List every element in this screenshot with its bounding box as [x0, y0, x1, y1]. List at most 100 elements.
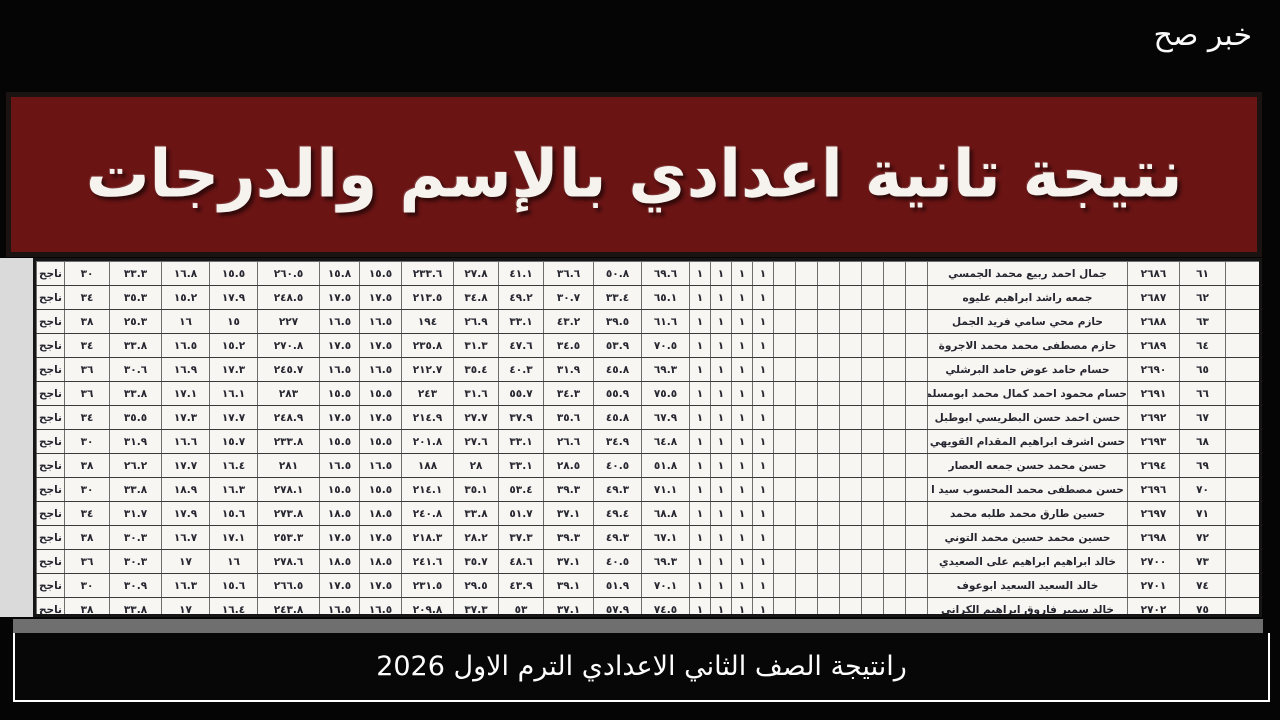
score-cell: ١٧.٥ [359, 573, 402, 598]
blank-cell [773, 333, 796, 358]
blank-cell [861, 525, 884, 550]
flag-cell: ١ [731, 309, 753, 334]
table-row: ناجح ٣٠ ٣٠.٩ ١٦.٣ ١٥.٦ ٢٦٦.٥ ١٧.٥ ١٧.٥ ٢٣١.٥ ٢٩.٥… [36, 573, 1259, 598]
score-cell: ٤٩.٣ [593, 525, 642, 550]
watermark-text: خبر صح [1153, 18, 1252, 53]
flag-cell: ١ [752, 549, 774, 574]
score-cell: ١٦.٣ [209, 477, 258, 502]
score-cell: ٣٠ [64, 429, 110, 454]
score-cell: ٣٣.٣ [109, 261, 162, 286]
blank-cell [905, 525, 928, 550]
blank-cell [817, 333, 840, 358]
score-cell: ٣١.٦ [453, 381, 499, 406]
score-cell: ٣٦ [64, 549, 110, 574]
stamp-cell: ناجح [36, 381, 65, 406]
score-cell: ٣٧.١ [543, 549, 594, 574]
seat-cell: ٢٧٠١ [1127, 573, 1180, 598]
score-cell: ٢١٣.٥ [401, 285, 454, 310]
blank-cell [795, 309, 818, 334]
score-cell: ٣٠.٣ [109, 525, 162, 550]
score-cell: ٦٩.٦ [641, 261, 690, 286]
score-cell: ١٧.٣ [209, 357, 258, 382]
score-cell: ٧٤.٥ [641, 597, 690, 614]
score-cell: ١٦.٤ [209, 597, 258, 614]
serial-cell: ٧٥ [1179, 597, 1226, 614]
serial-cell: ٦٤ [1179, 333, 1226, 358]
score-cell: ١٧.٥ [319, 525, 360, 550]
flag-cell: ١ [710, 405, 732, 430]
blank-cell [795, 453, 818, 478]
blank-cell [1225, 261, 1259, 286]
blank-cell [773, 501, 796, 526]
score-cell: ٢٦.٩ [453, 309, 499, 334]
blank-cell [773, 477, 796, 502]
score-cell: ٣٥.١ [453, 477, 499, 502]
score-cell: ٢١٤.١ [401, 477, 454, 502]
score-cell: ٣٦ [64, 357, 110, 382]
table-row: ناجح ٣٤ ٣٥.٣ ١٥.٢ ١٧.٩ ٢٤٨.٥ ١٧.٥ ١٧.٥ ٢١٣.٥ ٣٤.٨… [36, 285, 1259, 310]
name-cell: خالد سمير فاروق ابراهيم الكراني [927, 597, 1128, 614]
score-cell: ٤٩.٤ [593, 501, 642, 526]
flag-cell: ١ [689, 357, 711, 382]
score-cell: ١٧.٩ [209, 285, 258, 310]
score-cell: ١٦.٥ [319, 597, 360, 614]
blank-cell [883, 549, 906, 574]
blank-cell [839, 405, 862, 430]
blank-cell [1225, 405, 1259, 430]
flag-cell: ١ [689, 405, 711, 430]
serial-cell: ٦٩ [1179, 453, 1226, 478]
blank-cell [1225, 525, 1259, 550]
score-cell: ٣٠.٩ [109, 573, 162, 598]
score-cell: ٣٣.٨ [109, 333, 162, 358]
score-cell: ٢٣٣.٦ [401, 261, 454, 286]
table-row: ناجح ٣٨ ٢٦.٢ ١٧.٧ ١٦.٤ ٢٨١ ١٦.٥ ١٦.٥ ١٨٨ ٢٨ ٣٣.١ ٢٨… [36, 453, 1259, 478]
score-cell: ١٦.٥ [359, 357, 402, 382]
blank-cell [817, 429, 840, 454]
stamp-cell: ناجح [36, 573, 65, 598]
flag-cell: ١ [710, 381, 732, 406]
flag-cell: ١ [752, 405, 774, 430]
score-cell: ٦٩.٣ [641, 357, 690, 382]
blank-cell [905, 261, 928, 286]
score-cell: ٤٥.٨ [593, 357, 642, 382]
blank-cell [839, 573, 862, 598]
score-cell: ٣٤.٨ [453, 285, 499, 310]
score-cell: ١٩٤ [401, 309, 454, 334]
blank-cell [795, 429, 818, 454]
blank-cell [795, 549, 818, 574]
flag-cell: ١ [752, 333, 774, 358]
blank-cell [905, 429, 928, 454]
score-cell: ٢٣٣.٨ [257, 429, 320, 454]
flag-cell: ١ [710, 453, 732, 478]
score-cell: ٦٤.٨ [641, 429, 690, 454]
flag-cell: ١ [689, 549, 711, 574]
flag-cell: ١ [731, 525, 753, 550]
score-cell: ١٧.٥ [359, 405, 402, 430]
blank-cell [795, 381, 818, 406]
score-cell: ١٥.٥ [359, 381, 402, 406]
serial-cell: ٦٣ [1179, 309, 1226, 334]
score-cell: ٢٣٥.٨ [401, 333, 454, 358]
score-cell: ٤٩.٢ [498, 285, 544, 310]
blank-cell [773, 453, 796, 478]
flag-cell: ١ [710, 429, 732, 454]
flag-cell: ١ [731, 429, 753, 454]
blank-cell [1225, 285, 1259, 310]
serial-cell: ٧٣ [1179, 549, 1226, 574]
score-cell: ٥٥.٩ [593, 381, 642, 406]
score-cell: ٣٣.١ [498, 309, 544, 334]
score-cell: ٣٠.٣ [109, 549, 162, 574]
score-cell: ١٨.٥ [359, 549, 402, 574]
score-cell: ٣١.٩ [109, 429, 162, 454]
blank-cell [795, 501, 818, 526]
score-cell: ١٦ [209, 549, 258, 574]
seat-cell: ٢٦٨٧ [1127, 285, 1180, 310]
results-table-body: ناجح ٣٠ ٣٣.٣ ١٦.٨ ١٥.٥ ٢٦٠.٥ ١٥.٨ ١٥.٥ ٢٣٣.٦ ٢٧.٨… [36, 261, 1259, 614]
blank-cell [861, 597, 884, 614]
results-table: ناجح ٣٠ ٣٣.٣ ١٦.٨ ١٥.٥ ٢٦٠.٥ ١٥.٨ ١٥.٥ ٢٣٣.٦ ٢٧.٨… [36, 261, 1259, 614]
serial-cell: ٧١ [1179, 501, 1226, 526]
score-cell: ٢٦٠.٥ [257, 261, 320, 286]
score-cell: ١٥.٥ [319, 381, 360, 406]
score-cell: ٢٤٨.٥ [257, 285, 320, 310]
